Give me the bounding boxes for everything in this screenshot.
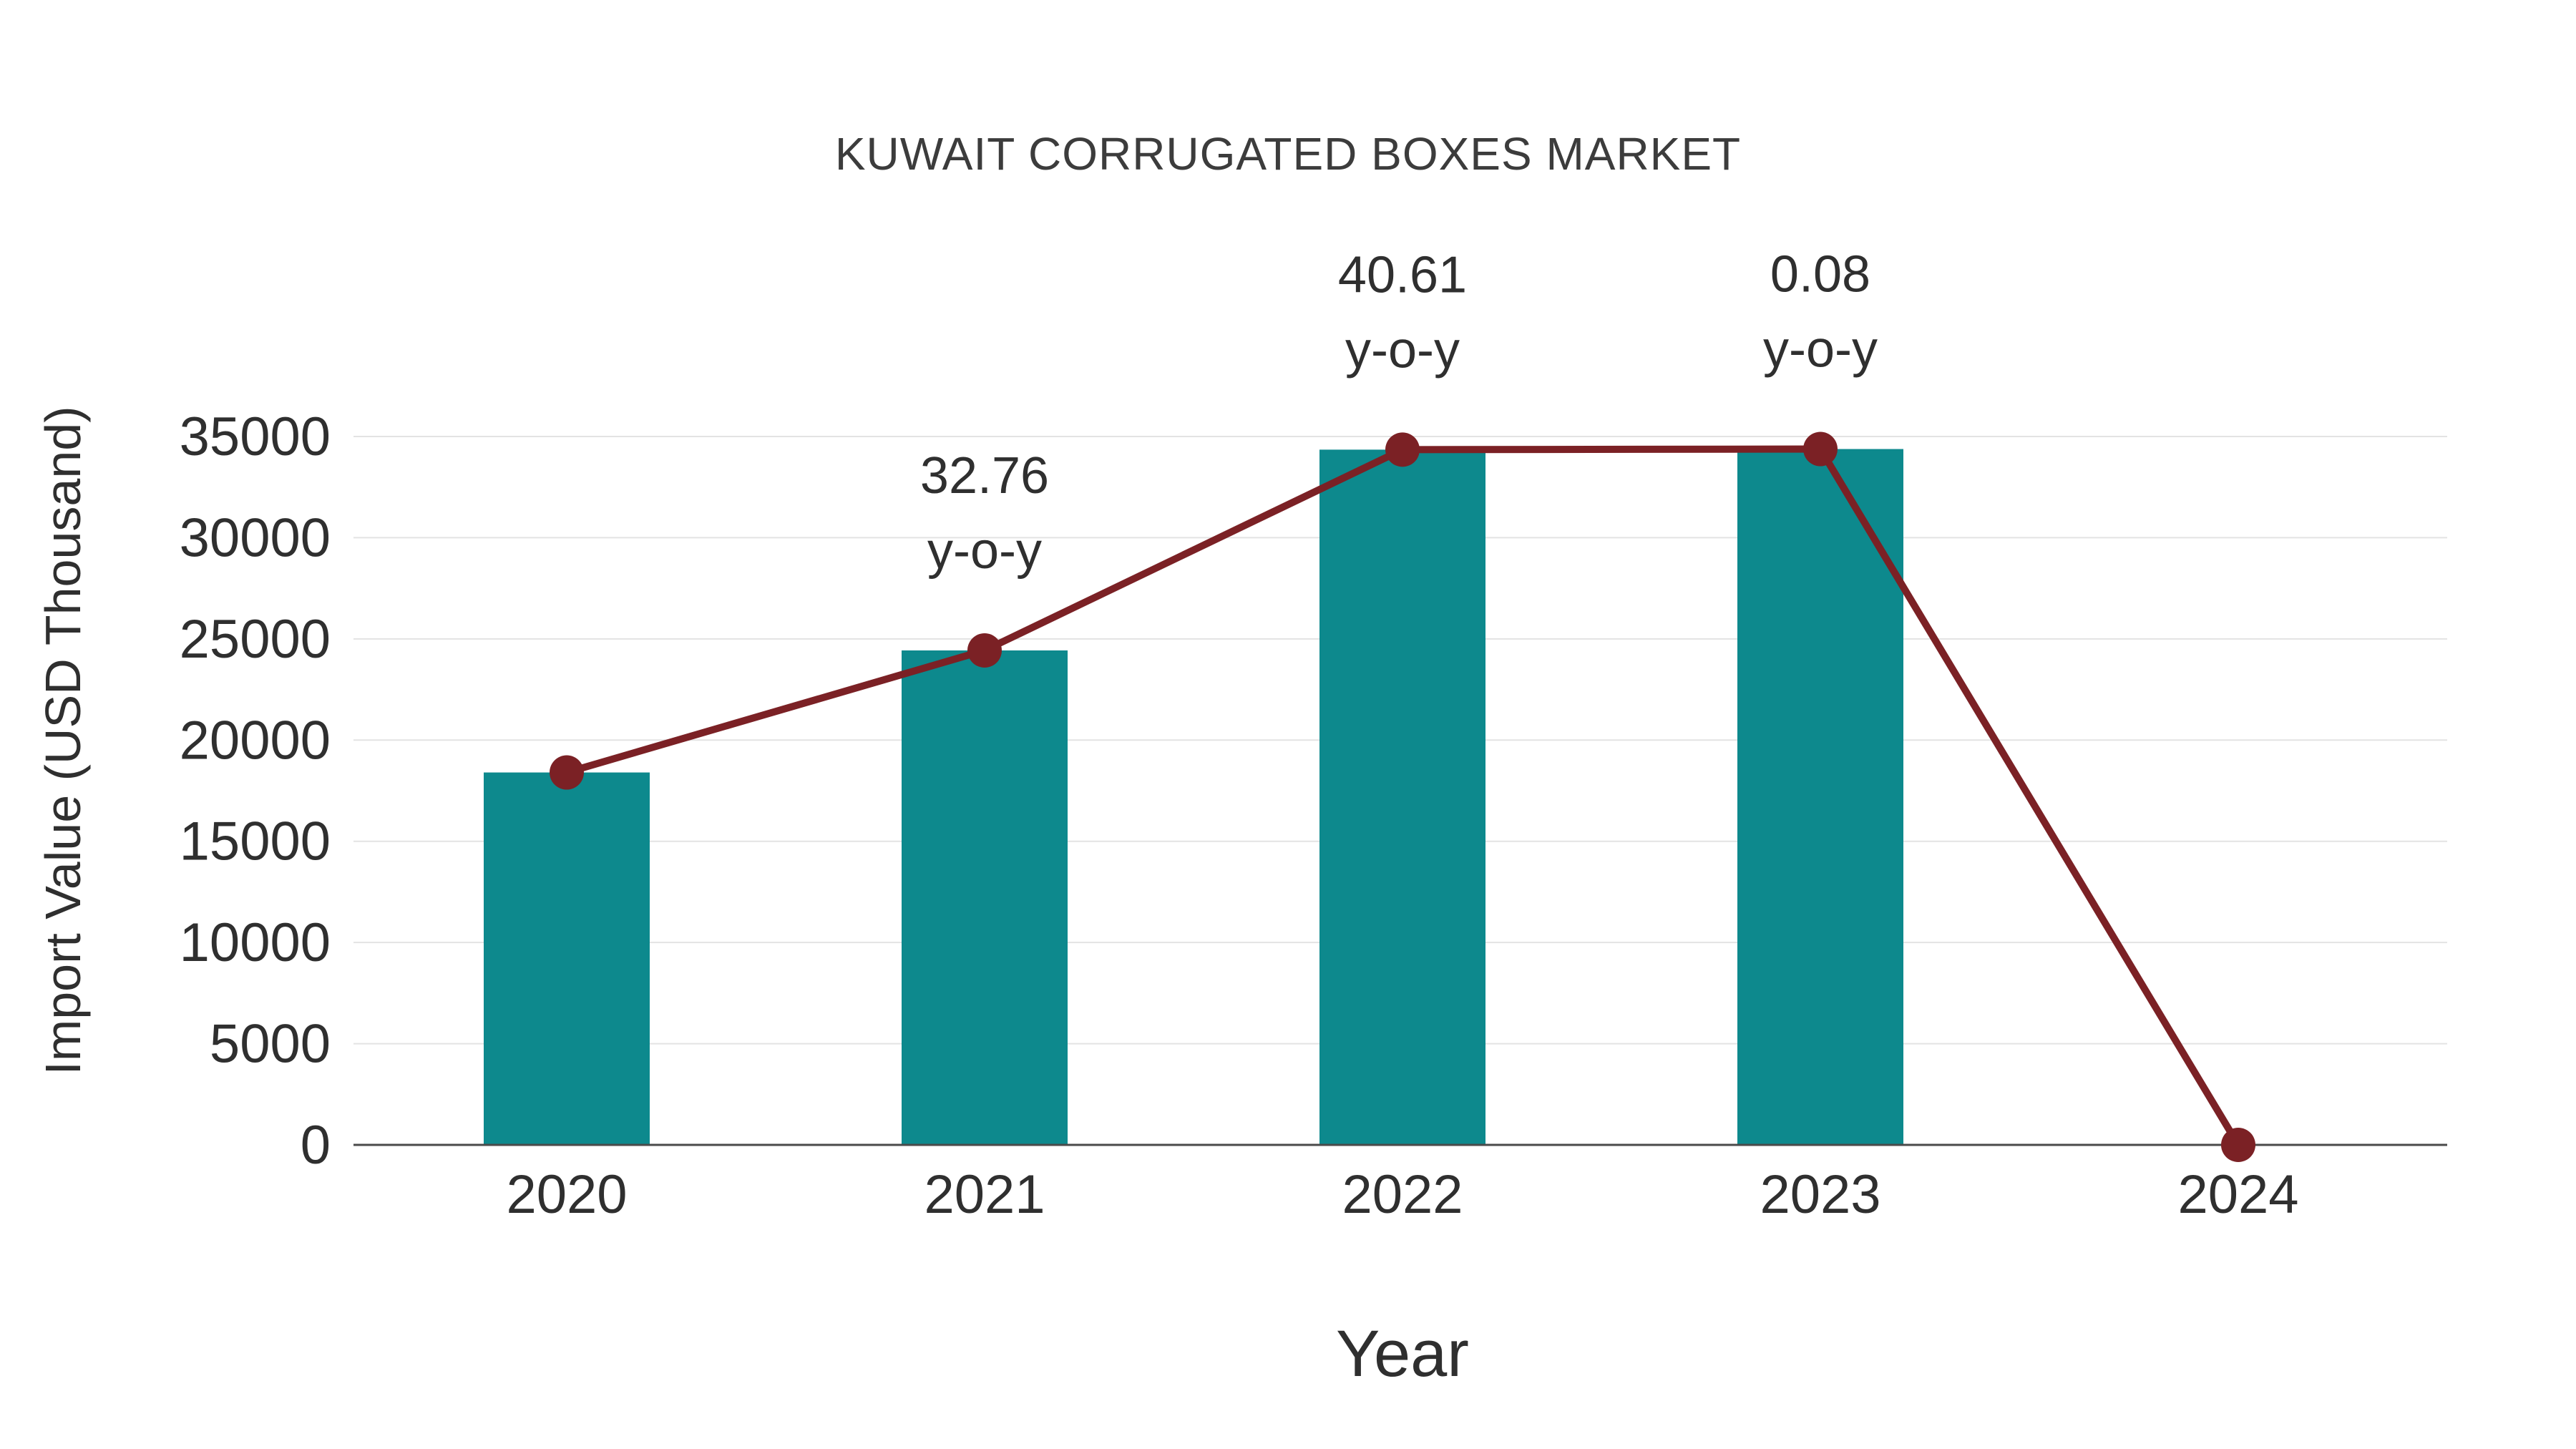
y-tick-label: 20000 bbox=[180, 710, 331, 771]
y-tick-label: 30000 bbox=[180, 507, 331, 568]
x-tick-label: 2023 bbox=[1760, 1164, 1880, 1225]
bar-2021 bbox=[902, 650, 1068, 1145]
annotation-2021-line2: y-o-y bbox=[927, 522, 1042, 580]
annotation-2022-line1: 40.61 bbox=[1338, 246, 1467, 303]
bar-2023 bbox=[1737, 449, 1903, 1145]
marker-2022 bbox=[1385, 432, 1420, 467]
annotation-2021-line1: 32.76 bbox=[920, 447, 1049, 504]
x-axis-label: Year bbox=[1336, 1317, 1469, 1390]
annotation-2022-line2: y-o-y bbox=[1345, 321, 1460, 379]
y-tick-label: 15000 bbox=[180, 811, 331, 872]
annotation-2023-line1: 0.08 bbox=[1770, 246, 1870, 303]
x-tick-label: 2022 bbox=[1342, 1164, 1463, 1225]
y-tick-label: 0 bbox=[301, 1115, 331, 1176]
chart-title: KUWAIT CORRUGATED BOXES MARKET bbox=[834, 128, 1742, 180]
y-tick-label: 10000 bbox=[180, 912, 331, 973]
x-tick-label: 2024 bbox=[2177, 1164, 2298, 1225]
marker-2020 bbox=[550, 755, 584, 790]
marker-2021 bbox=[967, 633, 1002, 668]
marker-2023 bbox=[1803, 431, 1838, 467]
x-tick-label: 2020 bbox=[506, 1164, 627, 1225]
marker-2024 bbox=[2221, 1128, 2255, 1162]
bar-2020 bbox=[484, 772, 650, 1145]
y-tick-label: 25000 bbox=[180, 609, 331, 670]
y-tick-label: 35000 bbox=[180, 406, 331, 467]
y-tick-label: 5000 bbox=[210, 1014, 331, 1075]
x-tick-label: 2021 bbox=[924, 1164, 1045, 1225]
bar-2022 bbox=[1319, 449, 1485, 1145]
annotation-2023-line2: y-o-y bbox=[1763, 321, 1878, 379]
